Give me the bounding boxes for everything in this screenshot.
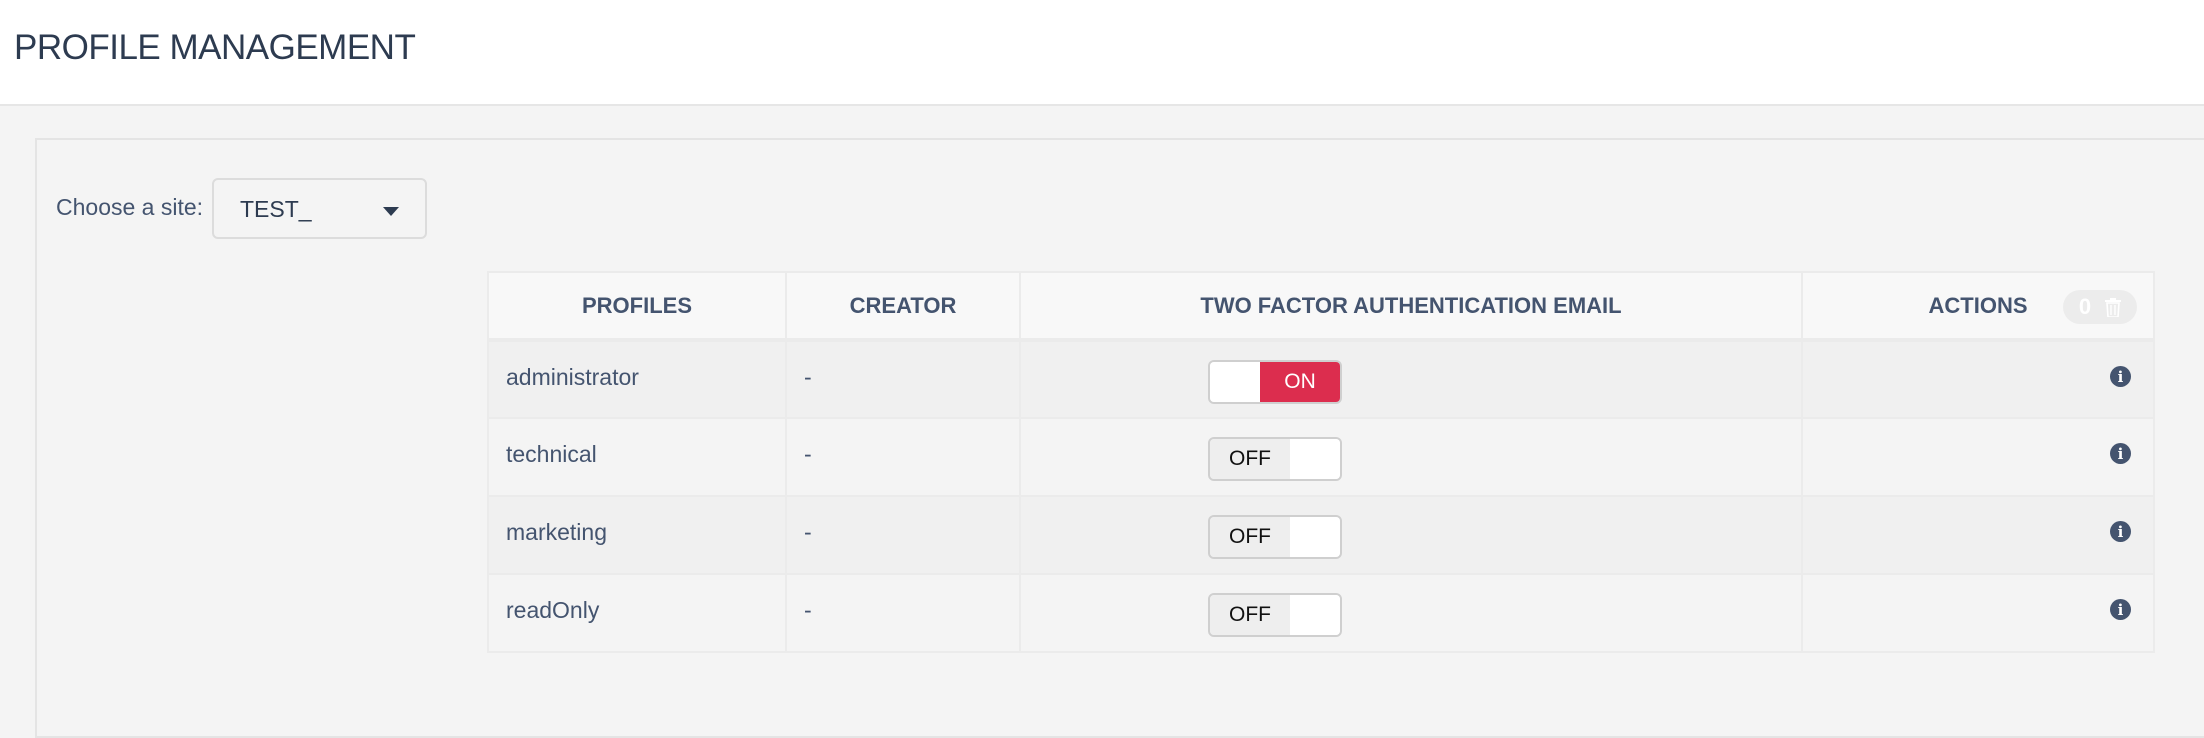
profile-name-cell: readOnly bbox=[487, 573, 787, 653]
info-circle-icon[interactable]: i bbox=[2110, 366, 2131, 387]
toggle-knob bbox=[1290, 439, 1340, 479]
profile-name-cell: marketing bbox=[487, 495, 787, 575]
actions-cell: i bbox=[1801, 339, 2155, 419]
trash-icon bbox=[2105, 297, 2122, 317]
toggle-state: OFF bbox=[1210, 595, 1290, 635]
creator: - bbox=[804, 519, 812, 545]
table-row: technical - OFF i bbox=[487, 417, 2155, 497]
creator: - bbox=[804, 597, 812, 623]
actions-cell: i bbox=[1801, 495, 2155, 575]
actions-cell: i bbox=[1801, 573, 2155, 653]
info-circle-icon[interactable]: i bbox=[2110, 521, 2131, 542]
table-row: administrator - ON i bbox=[487, 339, 2155, 419]
two-factor-toggle[interactable]: OFF bbox=[1208, 437, 1342, 481]
column-label: PROFILES bbox=[581, 292, 692, 318]
info-circle-icon[interactable]: i bbox=[2110, 599, 2131, 620]
creator-cell: - bbox=[785, 417, 1021, 497]
creator-cell: - bbox=[785, 495, 1021, 575]
creator: - bbox=[804, 441, 812, 467]
column-label: ACTIONS bbox=[1928, 292, 2028, 318]
column-header-profiles: PROFILES bbox=[487, 271, 787, 342]
profile-name: marketing bbox=[506, 519, 607, 545]
two-factor-cell: OFF bbox=[1019, 495, 1803, 575]
caret-down-icon bbox=[383, 207, 399, 216]
creator: - bbox=[804, 364, 812, 390]
actions-cell: i bbox=[1801, 417, 2155, 497]
column-header-two-factor: TWO FACTOR AUTHENTICATION EMAIL bbox=[1019, 271, 1803, 342]
bulk-delete-button[interactable]: 0 bbox=[2063, 290, 2137, 324]
column-header-creator: CREATOR bbox=[785, 271, 1021, 342]
profile-name-cell: technical bbox=[487, 417, 787, 497]
page-header: PROFILE MANAGEMENT bbox=[0, 0, 2204, 106]
site-select-value: TEST_ bbox=[240, 196, 312, 222]
column-label: CREATOR bbox=[849, 292, 957, 318]
toggle-knob bbox=[1290, 595, 1340, 635]
two-factor-cell: OFF bbox=[1019, 417, 1803, 497]
toggle-knob bbox=[1290, 517, 1340, 557]
page-title: PROFILE MANAGEMENT bbox=[14, 28, 416, 67]
creator-cell: - bbox=[785, 573, 1021, 653]
profile-name: administrator bbox=[506, 364, 639, 390]
toggle-state: ON bbox=[1260, 362, 1340, 402]
site-select[interactable]: TEST_ bbox=[212, 178, 427, 239]
profile-name: readOnly bbox=[506, 597, 600, 623]
info-circle-icon[interactable]: i bbox=[2110, 443, 2131, 464]
profile-name: technical bbox=[506, 441, 597, 467]
toggle-knob bbox=[1210, 362, 1260, 402]
table-row: readOnly - OFF i bbox=[487, 573, 2155, 653]
profiles-table: PROFILES CREATOR TWO FACTOR AUTHENTICATI… bbox=[487, 271, 2155, 653]
table-row: marketing - OFF i bbox=[487, 495, 2155, 575]
column-header-actions: ACTIONS 0 bbox=[1801, 271, 2155, 342]
two-factor-toggle[interactable]: ON bbox=[1208, 360, 1342, 404]
two-factor-toggle[interactable]: OFF bbox=[1208, 593, 1342, 637]
two-factor-cell: ON bbox=[1019, 339, 1803, 419]
creator-cell: - bbox=[785, 339, 1021, 419]
column-label: TWO FACTOR AUTHENTICATION EMAIL bbox=[1200, 292, 1622, 318]
selected-count: 0 bbox=[2078, 294, 2092, 319]
two-factor-toggle[interactable]: OFF bbox=[1208, 515, 1342, 559]
two-factor-cell: OFF bbox=[1019, 573, 1803, 653]
toggle-state: OFF bbox=[1210, 439, 1290, 479]
profile-name-cell: administrator bbox=[487, 339, 787, 419]
site-label: Choose a site: bbox=[56, 194, 204, 220]
toggle-state: OFF bbox=[1210, 517, 1290, 557]
